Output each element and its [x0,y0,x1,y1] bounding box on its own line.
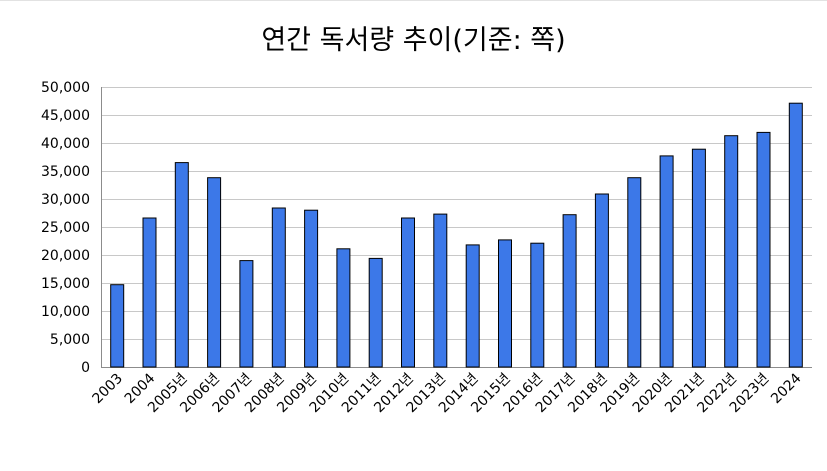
bar [304,209,319,368]
x-tick-label: 2024 [768,370,805,407]
bars [110,102,803,368]
bar [401,217,415,368]
y-tick-label: 35,000 [41,164,90,180]
bar [659,155,674,368]
bar [627,177,642,368]
y-tick-label: 0 [81,360,90,376]
bar [562,214,577,368]
y-tick-label: 45,000 [41,108,90,124]
y-tick-label: 5,000 [50,332,90,348]
bar [336,248,351,368]
y-tick-label: 25,000 [41,220,90,236]
y-tick-label: 10,000 [41,304,90,320]
bar [788,102,803,368]
bar [433,213,448,368]
bar [530,242,545,368]
y-tick-label: 40,000 [41,136,90,152]
chart-title: 연간 독서량 추이(기준: 쪽) [261,25,566,56]
bar [756,131,771,368]
y-tick-label: 20,000 [41,248,90,264]
y-tick-label: 50,000 [41,80,90,96]
bar [239,260,254,368]
x-tick-label: 2003 [90,371,127,408]
y-tick-label: 15,000 [41,276,90,292]
bar [110,284,125,368]
bar [142,217,157,368]
bar [498,239,512,368]
bar [465,244,480,368]
x-tick-labels: 200320042005년2006년2007년2008년2009년2010년20… [90,370,805,416]
bar [207,177,222,368]
bar [691,148,706,368]
bar [368,257,383,368]
bar [724,135,739,368]
bar [174,162,189,368]
bar [594,193,609,368]
y-tick-labels: 0 5,000 10,000 15,000 20,000 25,000 30,000 35,0… [41,80,90,376]
y-tick-label: 30,000 [41,192,90,208]
bar [271,207,286,368]
